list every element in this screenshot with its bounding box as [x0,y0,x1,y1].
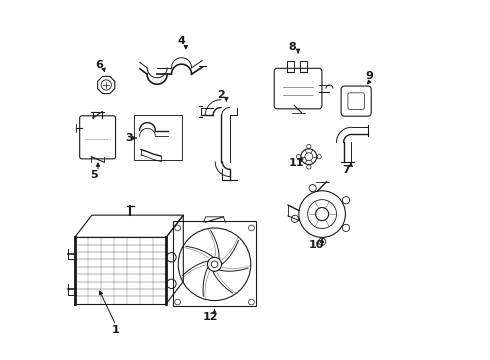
Text: 3: 3 [126,133,133,143]
Text: 2: 2 [217,90,225,100]
Text: 12: 12 [202,312,218,322]
Text: 9: 9 [366,71,374,81]
Text: 1: 1 [112,325,120,335]
Text: 6: 6 [95,59,103,69]
Text: 4: 4 [177,36,185,46]
Bar [134,116,182,160]
Bar [173,221,256,306]
Text: 10: 10 [309,240,324,250]
Text: 8: 8 [289,42,296,52]
Text: 7: 7 [343,165,350,175]
Text: 5: 5 [90,170,98,180]
Text: 11: 11 [289,158,304,168]
